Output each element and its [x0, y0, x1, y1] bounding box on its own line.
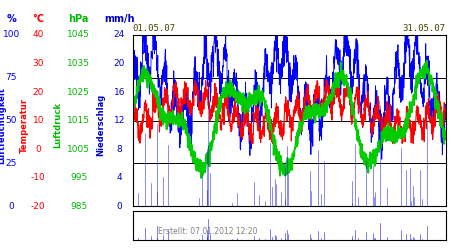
Text: 4: 4: [117, 173, 122, 182]
Text: hPa: hPa: [68, 14, 89, 24]
Text: 40: 40: [32, 30, 44, 40]
Text: 0: 0: [117, 202, 122, 211]
Text: 1005: 1005: [67, 145, 90, 154]
Text: Temperatur: Temperatur: [20, 98, 29, 152]
Text: Erstellt: 07.01.2012 12:20: Erstellt: 07.01.2012 12:20: [158, 227, 257, 236]
Text: 30: 30: [32, 59, 44, 68]
Text: Niederschlag: Niederschlag: [97, 94, 106, 156]
Text: 0: 0: [9, 202, 14, 211]
Text: °C: °C: [32, 14, 44, 24]
Text: 31.05.07: 31.05.07: [402, 24, 446, 33]
Text: 75: 75: [5, 73, 17, 82]
Text: 1045: 1045: [68, 30, 90, 40]
Text: 16: 16: [113, 88, 125, 96]
Text: 1025: 1025: [68, 88, 90, 96]
Text: 10: 10: [32, 116, 44, 125]
Text: 20: 20: [113, 59, 125, 68]
Text: Luftfeuchtigkeit: Luftfeuchtigkeit: [0, 86, 7, 164]
Text: 25: 25: [5, 159, 17, 168]
Text: mm/h: mm/h: [104, 14, 135, 24]
Text: 20: 20: [32, 88, 44, 96]
Text: 100: 100: [3, 30, 20, 40]
Text: %: %: [6, 14, 16, 24]
Text: Luftdruck: Luftdruck: [53, 102, 62, 148]
Text: 8: 8: [117, 145, 122, 154]
Text: -10: -10: [31, 173, 45, 182]
Text: 01.05.07: 01.05.07: [133, 24, 176, 33]
Text: 995: 995: [70, 173, 87, 182]
Text: 1035: 1035: [67, 59, 90, 68]
Text: 0: 0: [36, 145, 41, 154]
Text: 985: 985: [70, 202, 87, 211]
Text: -20: -20: [31, 202, 45, 211]
Text: 1015: 1015: [67, 116, 90, 125]
Text: 50: 50: [5, 116, 17, 125]
Text: 24: 24: [113, 30, 125, 40]
Text: 12: 12: [113, 116, 125, 125]
